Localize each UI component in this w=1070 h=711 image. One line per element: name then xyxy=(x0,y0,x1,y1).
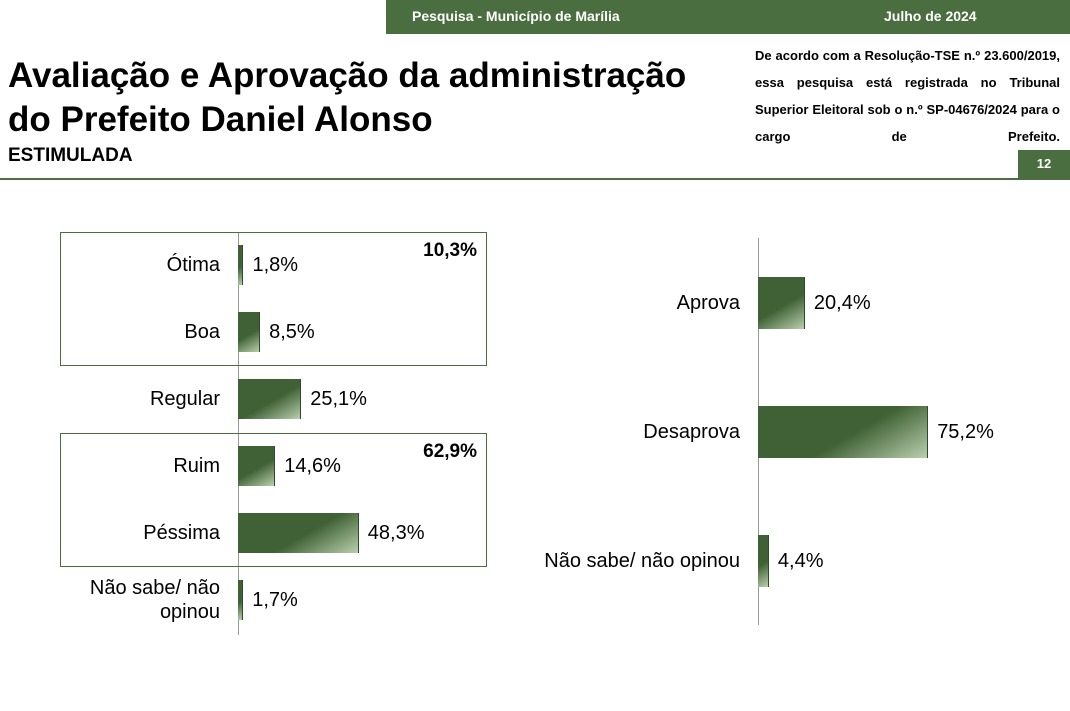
category-label: Regular xyxy=(149,388,220,410)
bar xyxy=(758,406,929,458)
title: do Prefeito Daniel Alonso xyxy=(8,100,433,139)
group-box xyxy=(60,231,487,366)
bar xyxy=(238,446,276,486)
value-label: 4,4% xyxy=(777,550,824,572)
subtitle: ESTIMULADA xyxy=(8,145,133,166)
value-label: 1,7% xyxy=(252,589,298,611)
category-label: Aprova xyxy=(676,292,740,314)
value-label: 25,1% xyxy=(310,388,367,410)
header-rule xyxy=(0,178,1070,180)
bar xyxy=(238,379,302,419)
survey-date: Julho de 2024 xyxy=(884,8,977,24)
category-label: Ruim xyxy=(173,455,220,477)
value-label: 20,4% xyxy=(813,292,871,314)
bar xyxy=(758,535,769,587)
category-label: Não sabe/ não opinou xyxy=(544,550,740,572)
bar xyxy=(238,312,261,352)
value-label: 8,5% xyxy=(269,321,315,343)
group-total: 10,3% xyxy=(423,239,477,261)
bar xyxy=(758,277,805,329)
value-label: 48,3% xyxy=(367,522,425,544)
bar xyxy=(238,580,244,620)
category-label: Boa xyxy=(184,321,220,343)
group-total: 62,9% xyxy=(423,440,477,462)
registration-note: De acordo com a Resolução-TSE n.º 23.600… xyxy=(755,48,1060,144)
survey-name: Pesquisa - Município de Marília xyxy=(412,8,620,24)
bar xyxy=(238,513,359,553)
group-box xyxy=(60,432,487,567)
category-label: Péssima xyxy=(143,522,220,544)
value-axis xyxy=(238,232,239,635)
category-label: Ótima xyxy=(166,254,220,276)
value-label: 14,6% xyxy=(284,455,341,477)
page-number: 12 xyxy=(1018,150,1070,178)
value-label: 1,8% xyxy=(252,254,299,276)
top-bar xyxy=(386,0,1070,34)
title: Avaliação e Aprovação da administração xyxy=(8,56,687,95)
category-label: Não sabe/ não opinou xyxy=(89,577,220,623)
value-label: 75,2% xyxy=(937,421,994,443)
category-label: Desaprova xyxy=(643,421,740,443)
bar xyxy=(238,245,244,285)
